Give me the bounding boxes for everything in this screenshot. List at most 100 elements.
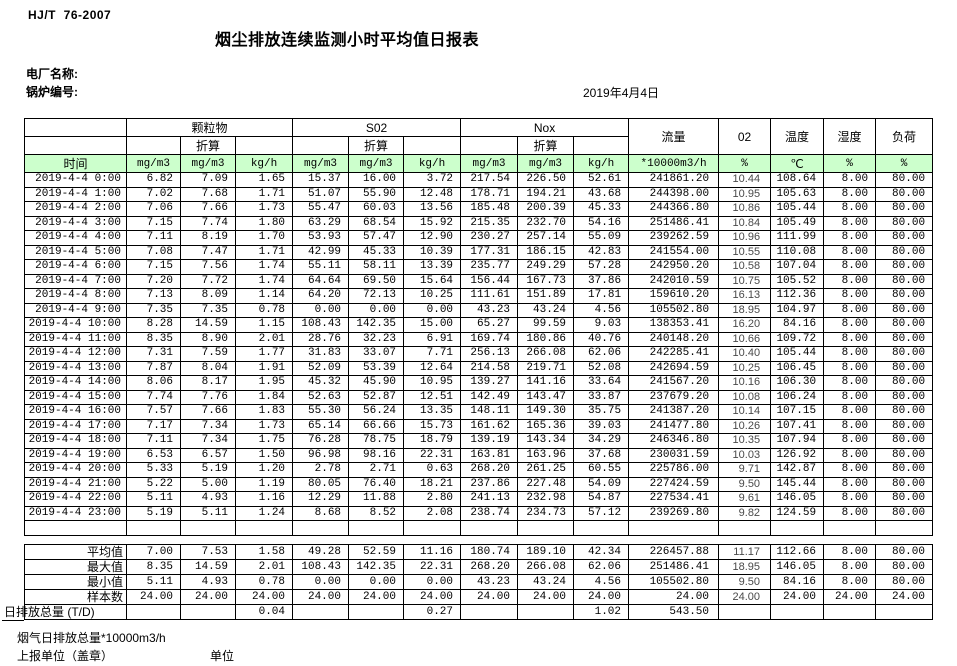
data-rows: 2019-4-4 0:00 6.82 7.09 1.65 15.37 16.00 3.72 2… bbox=[24, 172, 934, 536]
value-cell: 241861.20 bbox=[628, 172, 720, 188]
value-cell: 237.86 bbox=[460, 476, 519, 492]
value-cell: 241.13 bbox=[460, 491, 519, 507]
value-cell: 138353.41 bbox=[628, 317, 720, 333]
summary-value-cell: 0.00 bbox=[348, 574, 404, 590]
summary-value-cell: 80.00 bbox=[875, 559, 933, 575]
table-row: 2019-4-4 9:00 7.35 7.35 0.78 0.00 0.00 0.00 43.… bbox=[24, 302, 934, 318]
value-cell: 52.09 bbox=[292, 360, 350, 376]
value-cell: 7.56 bbox=[180, 259, 236, 275]
value-cell: 217.54 bbox=[460, 172, 519, 188]
value-cell: 69.50 bbox=[348, 273, 405, 289]
value-cell: 10.14 bbox=[718, 404, 772, 420]
empty-cell bbox=[126, 520, 181, 536]
value-cell: 11.88 bbox=[348, 491, 405, 507]
value-cell: 15.64 bbox=[403, 273, 462, 289]
value-cell: 80.00 bbox=[875, 317, 934, 333]
summary-row: 样本数 24.00 24.00 24.00 24.00 24.00 24.00 24.00 24… bbox=[24, 589, 933, 605]
time-cell: 2019-4-4 14:00 bbox=[24, 375, 127, 391]
value-cell: 151.89 bbox=[517, 288, 575, 304]
column-header-o2: 02 bbox=[718, 118, 772, 155]
summary-value-cell: 43.23 bbox=[460, 574, 518, 590]
summary-value-cell: 24.00 bbox=[180, 589, 236, 605]
value-cell: 239262.59 bbox=[628, 230, 720, 246]
value-cell: 105.52 bbox=[770, 273, 825, 289]
value-cell: 43.68 bbox=[573, 186, 630, 202]
value-cell: 60.55 bbox=[573, 462, 630, 478]
value-cell: 8.00 bbox=[823, 433, 877, 449]
value-cell: 68.54 bbox=[348, 215, 405, 231]
value-cell: 8.00 bbox=[823, 375, 877, 391]
value-cell: 34.29 bbox=[573, 433, 630, 449]
value-cell: 7.11 bbox=[126, 230, 181, 246]
value-cell: 80.00 bbox=[875, 288, 934, 304]
value-cell: 1.83 bbox=[234, 404, 294, 420]
value-cell: 106.30 bbox=[770, 375, 825, 391]
table-row: 2019-4-4 16:00 7.57 7.66 1.83 55.30 56.24 13.3… bbox=[24, 404, 934, 420]
summary-value-cell bbox=[126, 604, 181, 620]
table-row: 2019-4-4 20:00 5.33 5.19 1.20 2.78 2.71 0.63 26… bbox=[24, 462, 934, 478]
value-cell: 251486.41 bbox=[628, 215, 720, 231]
value-cell: 7.13 bbox=[126, 288, 181, 304]
value-cell: 18.95 bbox=[718, 302, 772, 318]
summary-row: 平均值 7.00 7.53 1.58 49.28 52.59 11.16 180.74 189.… bbox=[24, 544, 933, 560]
value-cell: 31.83 bbox=[292, 346, 350, 362]
value-cell: 107.41 bbox=[770, 418, 825, 434]
summary-value-cell: 80.00 bbox=[875, 574, 933, 590]
summary-row-label: 平均值 bbox=[24, 544, 127, 560]
summary-value-cell: 142.35 bbox=[348, 559, 404, 575]
unit-cell-load: % bbox=[875, 154, 934, 173]
value-cell: 7.09 bbox=[180, 172, 236, 188]
value-cell: 7.59 bbox=[180, 346, 236, 362]
time-cell: 2019-4-4 9:00 bbox=[24, 302, 127, 318]
summary-value-cell: 49.28 bbox=[292, 544, 349, 560]
value-cell: 145.44 bbox=[770, 476, 825, 492]
summary-value-cell: 7.00 bbox=[126, 544, 181, 560]
value-cell: 8.00 bbox=[823, 201, 877, 217]
value-cell: 84.16 bbox=[770, 317, 825, 333]
value-cell: 55.47 bbox=[292, 201, 350, 217]
value-cell: 242010.59 bbox=[628, 273, 720, 289]
value-cell: 60.03 bbox=[348, 201, 405, 217]
value-cell: 7.06 bbox=[126, 201, 181, 217]
value-cell: 96.98 bbox=[292, 447, 350, 463]
value-cell: 12.29 bbox=[292, 491, 350, 507]
unit-label: 单位 bbox=[210, 649, 235, 663]
value-cell: 53.93 bbox=[292, 230, 350, 246]
time-cell: 2019-4-4 18:00 bbox=[24, 433, 127, 449]
value-cell: 65.14 bbox=[292, 418, 350, 434]
summary-value-cell: 105502.80 bbox=[628, 574, 719, 590]
reporting-unit-label: 上报单位（盖章） bbox=[17, 649, 114, 663]
value-cell: 105.44 bbox=[770, 346, 825, 362]
summary-value-cell bbox=[460, 604, 518, 620]
time-cell: 2019-4-4 13:00 bbox=[24, 360, 127, 376]
value-cell: 10.95 bbox=[718, 186, 772, 202]
value-cell: 244398.00 bbox=[628, 186, 720, 202]
value-cell: 238.74 bbox=[460, 505, 519, 521]
summary-value-cell: 266.08 bbox=[517, 559, 574, 575]
summary-value-cell: 84.16 bbox=[770, 574, 824, 590]
value-cell: 139.19 bbox=[460, 433, 519, 449]
value-cell: 8.19 bbox=[180, 230, 236, 246]
value-cell: 108.64 bbox=[770, 172, 825, 188]
empty-cell bbox=[180, 520, 236, 536]
summary-value-cell: 11.16 bbox=[403, 544, 461, 560]
value-cell: 78.75 bbox=[348, 433, 405, 449]
value-cell: 10.03 bbox=[718, 447, 772, 463]
summary-row-label: 最大值 bbox=[24, 559, 127, 575]
value-cell: 17.81 bbox=[573, 288, 630, 304]
value-cell: 107.94 bbox=[770, 433, 825, 449]
summary-value-cell: 24.00 bbox=[718, 589, 771, 605]
value-cell: 240148.20 bbox=[628, 331, 720, 347]
value-cell: 242285.41 bbox=[628, 346, 720, 362]
time-cell: 2019-4-4 2:00 bbox=[24, 201, 127, 217]
value-cell: 10.25 bbox=[718, 360, 772, 376]
summary-value-cell: 8.00 bbox=[823, 544, 876, 560]
value-cell: 156.44 bbox=[460, 273, 519, 289]
value-cell: 241387.20 bbox=[628, 404, 720, 420]
value-cell: 6.82 bbox=[126, 172, 181, 188]
value-cell: 8.00 bbox=[823, 491, 877, 507]
summary-value-cell: 251486.41 bbox=[628, 559, 719, 575]
table-row: 2019-4-4 7:00 7.20 7.72 1.74 64.64 69.50 15.64… bbox=[24, 273, 934, 289]
value-cell: 15.92 bbox=[403, 215, 462, 231]
summary-value-cell: 11.17 bbox=[718, 544, 771, 560]
